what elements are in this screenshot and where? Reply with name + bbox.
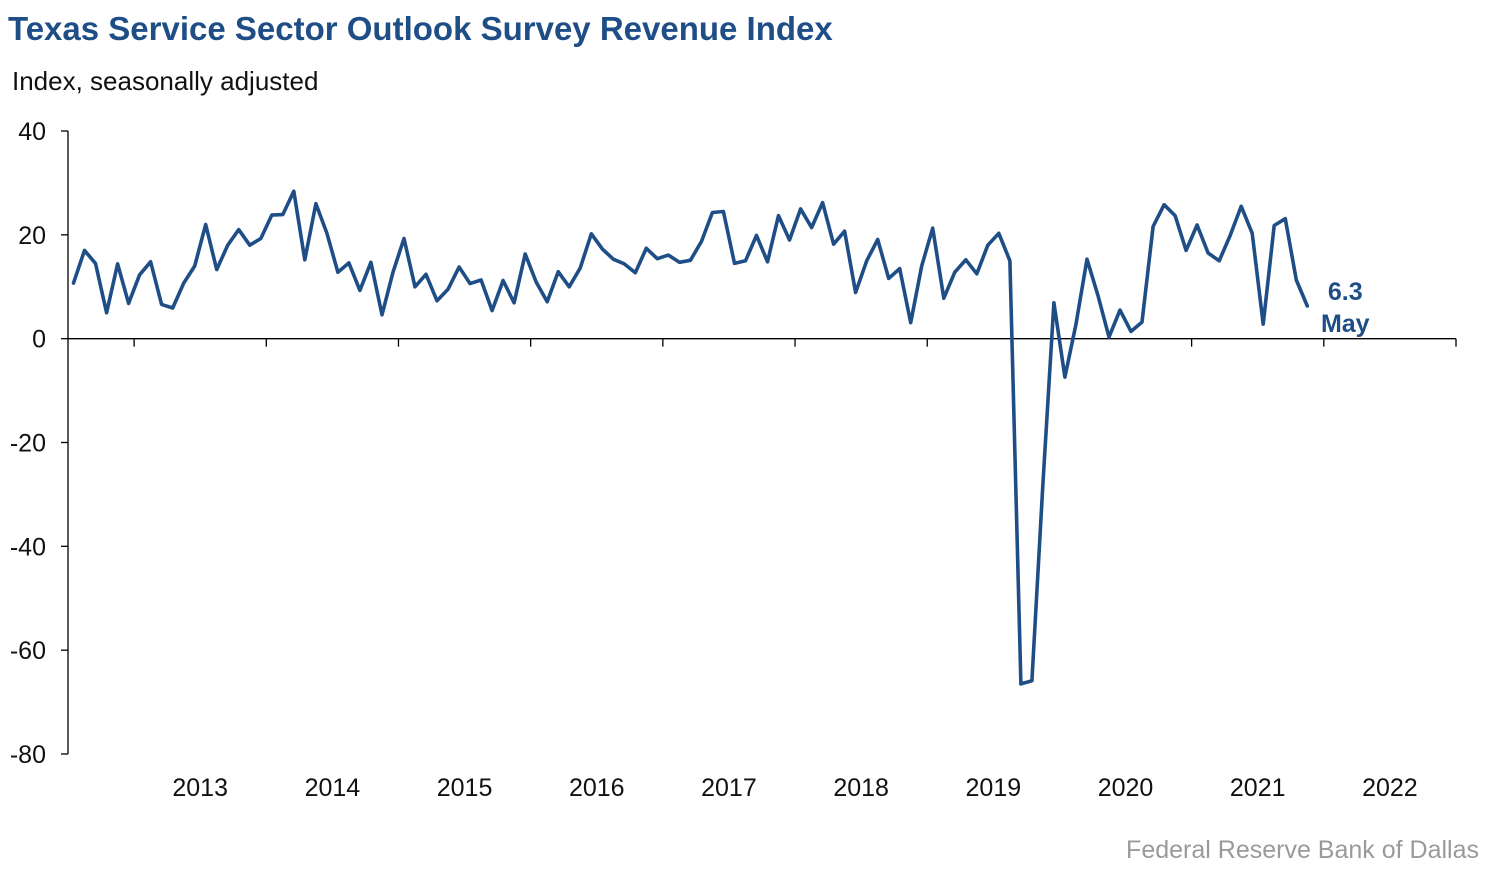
series-line bbox=[71, 189, 1310, 686]
series-group bbox=[71, 189, 1310, 686]
last-value-label: 6.3 bbox=[1328, 278, 1363, 306]
x-tick-label: 2022 bbox=[1362, 774, 1418, 802]
x-tick-label: 2020 bbox=[1098, 774, 1154, 802]
source-credit: Federal Reserve Bank of Dallas bbox=[1126, 836, 1479, 864]
y-tick-label: -40 bbox=[10, 533, 46, 561]
x-tick-label: 2016 bbox=[569, 774, 625, 802]
x-ticks: 2013 2014 2015 2016 2017 2018 2019 2020 2021 2022 bbox=[133, 338, 1457, 802]
x-tick-label: 2018 bbox=[833, 774, 889, 802]
x-tick-label: 2021 bbox=[1230, 774, 1286, 802]
y-ticks: 40 20 0 -20 -40 -60 -80 bbox=[10, 118, 68, 769]
x-tick-label: 2013 bbox=[172, 774, 228, 802]
y-axis-label: Index, seasonally adjusted bbox=[12, 66, 319, 96]
x-tick-label: 2014 bbox=[305, 774, 361, 802]
chart-title: Texas Service Sector Outlook Survey Reve… bbox=[8, 10, 833, 47]
y-tick-label: 0 bbox=[32, 326, 46, 354]
annotation: 6.3 May bbox=[1321, 278, 1370, 338]
y-tick-label: -60 bbox=[10, 637, 46, 665]
last-month-label: May bbox=[1321, 310, 1370, 338]
y-tick-label: -80 bbox=[10, 741, 46, 769]
y-tick-label: -20 bbox=[10, 430, 46, 458]
x-tick-label: 2017 bbox=[701, 774, 757, 802]
y-tick-label: 20 bbox=[18, 222, 46, 250]
x-tick-label: 2015 bbox=[437, 774, 493, 802]
x-tick-label: 2019 bbox=[966, 774, 1022, 802]
y-tick-label: 40 bbox=[18, 118, 46, 146]
